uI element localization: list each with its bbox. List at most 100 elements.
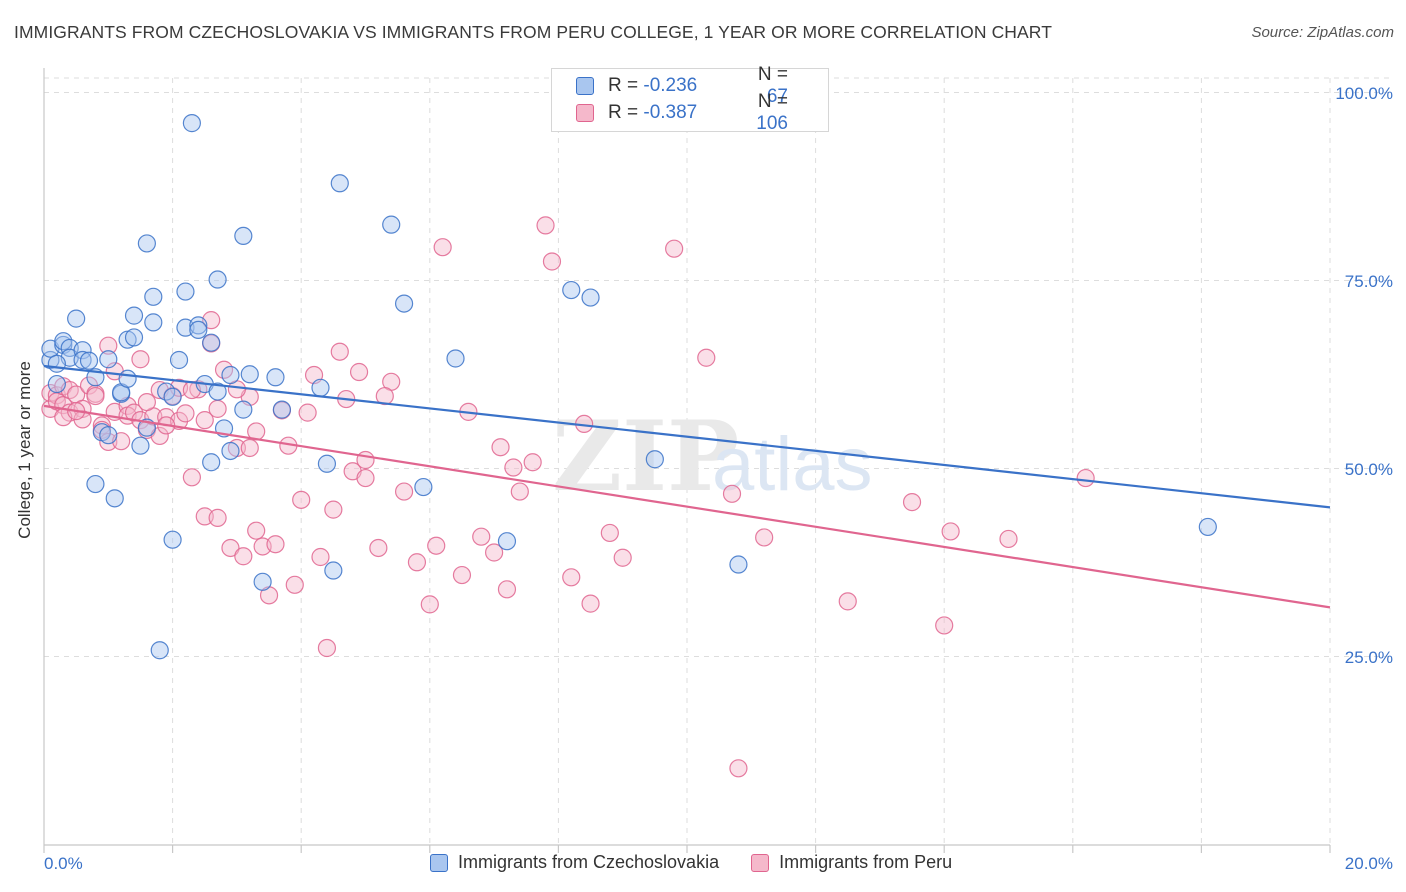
legend-n-label: N = xyxy=(757,91,788,112)
peru-point xyxy=(697,348,716,367)
czechoslovakia-point xyxy=(150,641,169,660)
czechoslovakia-point xyxy=(182,114,201,133)
czechoslovakia-point xyxy=(163,530,182,549)
peru-point xyxy=(292,490,311,509)
legend-n-label: N = xyxy=(757,64,788,85)
peru-point xyxy=(504,458,523,477)
peru-point xyxy=(433,238,452,257)
x-tick-label: 0.0% xyxy=(44,854,83,873)
czechoslovakia-point xyxy=(118,369,137,388)
peru-point xyxy=(581,594,600,613)
peru-point xyxy=(523,453,542,472)
czechoslovakia-point xyxy=(189,320,208,340)
czechoslovakia-point xyxy=(67,309,86,328)
czechoslovakia-point xyxy=(99,350,118,369)
czechoslovakia-point xyxy=(234,226,253,246)
peru-point xyxy=(99,336,118,355)
czechoslovakia-point xyxy=(163,387,182,406)
legend-item-label: Immigrants from Czechoslovakia xyxy=(458,852,720,872)
peru-point xyxy=(755,528,774,547)
peru-point xyxy=(562,568,581,587)
peru-point xyxy=(208,508,227,527)
pink-swatch-icon xyxy=(576,104,594,122)
czechoslovakia-point xyxy=(73,350,92,370)
pink-swatch-icon xyxy=(751,853,770,872)
czechoslovakia-point xyxy=(394,294,414,313)
legend-r-label: R = xyxy=(608,102,644,123)
peru-point xyxy=(298,403,317,422)
peru-point xyxy=(234,547,253,566)
czechoslovakia-point xyxy=(144,287,163,306)
czechoslovakia-point xyxy=(324,561,343,580)
peru-point xyxy=(240,438,259,458)
czechoslovakia-point xyxy=(54,332,73,351)
czechoslovakia-point xyxy=(79,351,99,370)
czechoslovakia-point xyxy=(169,350,189,370)
peru-point xyxy=(472,527,491,546)
czechoslovakia-point xyxy=(414,477,433,497)
axes xyxy=(43,68,1331,853)
peru-point xyxy=(247,521,266,540)
peru-point xyxy=(613,548,632,567)
czechoslovakia-point xyxy=(729,555,748,574)
czechoslovakia-point xyxy=(47,374,66,394)
peru-point xyxy=(427,536,446,555)
peru-point xyxy=(330,342,349,361)
czechoslovakia-point xyxy=(221,441,240,461)
watermark-zip: ZIP xyxy=(552,400,739,513)
czechoslovakia-point xyxy=(311,378,330,397)
trend-lines xyxy=(43,364,1331,609)
czechoslovakia-point xyxy=(131,436,150,455)
peru-point xyxy=(99,432,118,452)
czechoslovakia-point xyxy=(137,234,156,253)
watermark-atlas: atlas xyxy=(712,422,873,507)
czechoslovakia-point xyxy=(221,365,240,385)
czechoslovakia-point xyxy=(253,572,272,591)
czechoslovakia-point xyxy=(105,489,124,508)
blue-swatch-icon xyxy=(576,77,594,95)
legend-r-label: R = xyxy=(608,75,644,96)
peru-point xyxy=(1076,468,1095,488)
czechoslovakia-point xyxy=(47,354,66,373)
peru-point xyxy=(722,484,742,503)
legend-n-value: 67 xyxy=(766,86,788,107)
czechoslovakia-point xyxy=(272,400,292,419)
czechoslovakia-point xyxy=(330,174,349,193)
peru-point xyxy=(369,538,388,558)
blue-swatch-icon xyxy=(430,853,448,872)
y-tick-label: 100.0% xyxy=(1335,84,1393,103)
czechoslovakia-point xyxy=(382,215,401,234)
peru-trend-line xyxy=(43,404,1331,609)
czechoslovakia-point xyxy=(99,426,118,445)
legend-r-value: -0.387 xyxy=(643,102,698,123)
legend-item-peru: Immigrants from Peru xyxy=(751,852,952,873)
y-tick-label: 25.0% xyxy=(1345,648,1393,667)
peru-point xyxy=(665,239,684,258)
peru-point xyxy=(92,416,111,435)
series-czechoslovakia-points xyxy=(41,114,1217,660)
peru-point xyxy=(266,535,285,554)
czechoslovakia-point xyxy=(446,349,465,368)
peru-point xyxy=(317,638,337,658)
peru-point xyxy=(124,403,144,422)
x-tick-label: 20.0% xyxy=(1345,854,1393,873)
czechoslovakia-point xyxy=(208,382,227,401)
peru-point xyxy=(420,595,439,614)
legend-n-value: 106 xyxy=(756,113,788,134)
peru-point xyxy=(510,482,529,501)
series-peru-points xyxy=(41,216,1095,778)
peru-point xyxy=(356,468,375,488)
legend-r-value: -0.236 xyxy=(643,75,698,96)
peru-point xyxy=(137,392,156,412)
peru-point xyxy=(208,399,227,418)
czechoslovakia-point xyxy=(317,454,337,473)
peru-point xyxy=(349,362,369,382)
czechoslovakia-point xyxy=(234,400,253,419)
czechoslovakia-point xyxy=(202,453,221,472)
peru-point xyxy=(452,565,472,585)
peru-point xyxy=(285,575,304,594)
chart-source: Source: ZipAtlas.com xyxy=(1251,24,1394,41)
peru-point xyxy=(485,543,504,562)
